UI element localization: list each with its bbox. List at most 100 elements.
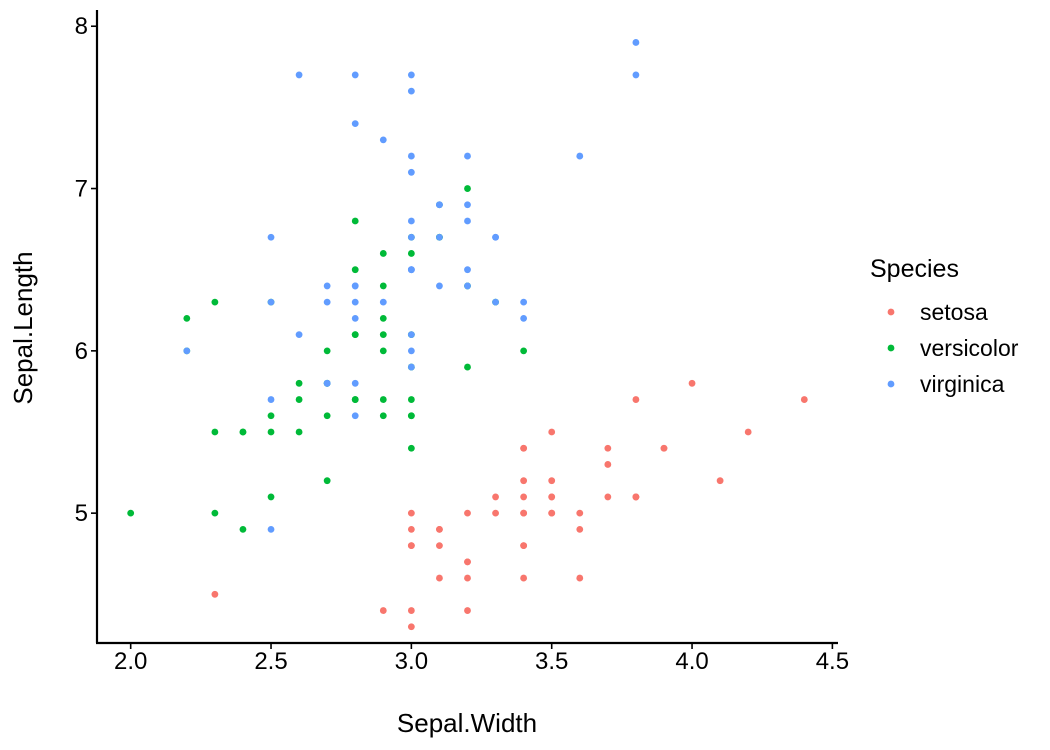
data-point-versicolor <box>407 250 415 257</box>
data-point-virginica <box>351 282 359 290</box>
data-point-setosa <box>744 428 752 436</box>
data-point-setosa <box>548 477 556 485</box>
legend-label-versicolor: versicolor <box>920 335 1019 361</box>
data-point-versicolor <box>211 428 219 436</box>
data-point-virginica <box>407 266 415 274</box>
data-point-versicolor <box>379 331 387 339</box>
data-point-setosa <box>520 509 528 517</box>
data-point-versicolor <box>379 314 387 322</box>
data-point-versicolor <box>351 331 359 339</box>
data-point-virginica <box>183 347 191 355</box>
data-point-versicolor <box>464 185 471 192</box>
data-point-setosa <box>604 461 612 468</box>
data-point-setosa <box>211 590 219 598</box>
data-point-setosa <box>407 525 415 533</box>
plot-points <box>127 39 808 631</box>
data-point-virginica <box>295 331 303 339</box>
data-point-virginica <box>520 298 528 306</box>
data-point-setosa <box>548 428 556 436</box>
data-point-virginica <box>379 298 387 306</box>
data-point-setosa <box>492 509 499 517</box>
x-tick-label: 3.0 <box>395 648 428 675</box>
data-point-versicolor <box>211 298 219 306</box>
data-point-virginica <box>323 379 331 387</box>
data-point-versicolor <box>407 412 415 420</box>
data-point-versicolor <box>379 412 387 420</box>
legend-key-virginica <box>887 380 895 388</box>
data-point-virginica <box>379 136 387 144</box>
data-point-setosa <box>548 493 556 501</box>
legend-items: setosa versicolor virginica <box>887 299 1019 397</box>
data-point-setosa <box>576 509 584 517</box>
data-point-versicolor <box>323 477 331 485</box>
data-point-virginica <box>464 152 471 160</box>
data-point-setosa <box>688 379 696 387</box>
x-tick-label: 3.5 <box>535 648 568 675</box>
data-point-setosa <box>464 509 471 517</box>
data-point-setosa <box>716 477 724 485</box>
data-point-versicolor <box>379 250 387 257</box>
data-point-virginica <box>492 233 499 241</box>
x-tick-label: 2.5 <box>254 648 287 675</box>
data-point-setosa <box>576 574 584 582</box>
data-point-virginica <box>407 168 415 176</box>
data-point-versicolor <box>267 412 275 420</box>
data-point-setosa <box>436 574 443 582</box>
data-point-versicolor <box>267 428 275 436</box>
data-point-versicolor <box>323 412 331 420</box>
data-point-virginica <box>351 120 359 128</box>
data-point-setosa <box>604 444 612 452</box>
data-point-setosa <box>436 525 443 533</box>
data-point-setosa <box>407 607 415 614</box>
data-point-virginica <box>323 298 331 306</box>
data-point-setosa <box>379 607 387 614</box>
data-point-virginica <box>267 525 275 533</box>
y-tick-label: 8 <box>75 13 88 40</box>
data-point-versicolor <box>211 509 219 517</box>
data-point-virginica <box>632 39 640 46</box>
data-point-versicolor <box>183 314 191 322</box>
data-point-virginica <box>436 282 443 290</box>
data-point-versicolor <box>239 428 247 436</box>
legend-label-virginica: virginica <box>920 371 1005 397</box>
data-point-versicolor <box>239 525 247 533</box>
data-point-setosa <box>407 509 415 517</box>
data-point-virginica <box>576 152 584 160</box>
data-point-versicolor <box>379 396 387 403</box>
x-tick-label: 4.5 <box>816 648 849 675</box>
data-point-setosa <box>464 574 471 582</box>
data-point-setosa <box>800 396 808 403</box>
data-point-virginica <box>407 71 415 79</box>
data-point-versicolor <box>295 379 303 387</box>
data-point-virginica <box>407 363 415 371</box>
data-point-versicolor <box>127 509 135 517</box>
data-point-setosa <box>576 525 584 533</box>
data-point-versicolor <box>407 396 415 403</box>
data-point-virginica <box>267 233 275 241</box>
data-point-virginica <box>632 71 640 79</box>
data-point-virginica <box>407 87 415 95</box>
data-point-virginica <box>436 201 443 209</box>
y-axis-title: Sepal.Length <box>8 251 38 404</box>
y-tick-label: 7 <box>75 176 88 203</box>
data-point-setosa <box>492 493 499 501</box>
data-point-setosa <box>660 444 668 452</box>
data-point-virginica <box>295 71 303 79</box>
data-point-setosa <box>520 574 528 582</box>
data-point-virginica <box>464 217 471 225</box>
data-point-setosa <box>632 493 640 501</box>
data-point-virginica <box>464 282 471 290</box>
data-point-setosa <box>632 396 640 403</box>
data-point-setosa <box>520 493 528 501</box>
data-point-setosa <box>464 607 471 614</box>
data-point-versicolor <box>351 217 359 225</box>
data-point-virginica <box>267 396 275 403</box>
data-point-setosa <box>548 509 556 517</box>
data-point-virginica <box>407 331 415 339</box>
data-point-virginica <box>464 201 471 209</box>
data-point-virginica <box>323 282 331 290</box>
data-point-versicolor <box>520 347 528 355</box>
x-axis-title: Sepal.Width <box>397 708 537 738</box>
data-point-versicolor <box>323 347 331 355</box>
